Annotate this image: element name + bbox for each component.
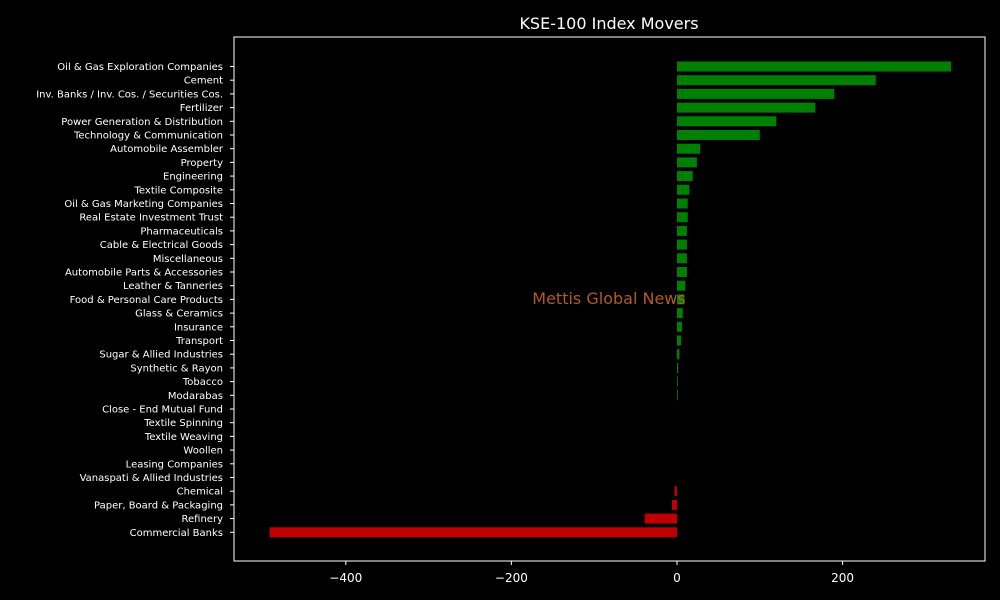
bar [674, 486, 677, 497]
bar [676, 239, 687, 250]
bar [676, 102, 816, 113]
category-label: Fertilizer [180, 103, 224, 114]
bar [676, 253, 687, 264]
bar [676, 349, 680, 360]
category-label: Oil & Gas Exploration Companies [57, 62, 223, 73]
watermark: Mettis Global News [532, 289, 685, 308]
bar [676, 335, 682, 346]
chart-title: KSE-100 Index Movers [519, 14, 698, 33]
category-label: Transport [175, 336, 223, 347]
category-label: Textile Composite [134, 185, 223, 196]
bar [676, 280, 686, 291]
bar [676, 267, 687, 277]
category-label: Synthetic & Rayon [130, 363, 223, 374]
category-label: Technology & Communication [73, 131, 223, 142]
category-label: Cable & Electrical Goods [100, 240, 223, 251]
category-label: Insurance [174, 322, 223, 333]
category-label: Refinery [182, 514, 224, 525]
category-label: Vanaspati & Allied Industries [80, 473, 223, 484]
bar [676, 75, 876, 86]
category-label: Real Estate Investment Trust [79, 213, 223, 224]
category-label: Textile Weaving [144, 432, 223, 443]
category-label: Automobile Parts & Accessories [65, 268, 223, 279]
x-axis-ticks: −400 −200 0 200 [230, 66, 854, 585]
bar [676, 212, 688, 223]
category-label: Leather & Tanneries [123, 281, 223, 292]
bar [676, 198, 688, 209]
category-label: Commercial Banks [130, 528, 223, 539]
bar [676, 225, 687, 236]
category-label: Glass & Ceramics [135, 309, 223, 320]
bar [672, 499, 677, 510]
category-label: Power Generation & Distribution [61, 117, 223, 128]
category-label: Close - End Mutual Fund [102, 405, 223, 416]
x-tick-label: 0 [673, 571, 681, 585]
bar [676, 321, 682, 332]
bar [644, 513, 677, 524]
category-label: Chemical [177, 487, 223, 498]
bar [676, 308, 683, 319]
bar [676, 143, 701, 154]
category-label: Miscellaneous [153, 254, 223, 265]
bar [676, 157, 697, 168]
category-label: Tobacco [182, 377, 223, 388]
category-label: Leasing Companies [126, 459, 223, 470]
bar [676, 294, 685, 305]
category-label: Engineering [163, 172, 223, 183]
category-label: Pharmaceuticals [140, 226, 223, 237]
category-label: Property [181, 158, 223, 169]
category-label: Oil & Gas Marketing Companies [64, 199, 223, 210]
category-label: Textile Spinning [143, 418, 223, 429]
category-label: Modarabas [168, 391, 223, 402]
bar [676, 116, 777, 127]
bar [676, 362, 679, 373]
bar [676, 130, 760, 140]
bar [269, 527, 677, 538]
category-label: Inv. Banks / Inv. Cos. / Securities Cos. [36, 89, 223, 100]
category-label: Woollen [183, 446, 223, 457]
x-tick-label: −400 [329, 571, 362, 585]
category-label: Food & Personal Care Products [70, 295, 223, 306]
x-tick-label: −200 [495, 571, 528, 585]
bar [676, 390, 678, 401]
category-label: Paper, Board & Packaging [94, 500, 223, 511]
category-label: Sugar & Allied Industries [99, 350, 223, 361]
category-label: Cement [184, 76, 223, 87]
bars-layer [269, 61, 952, 538]
plot-frame [233, 36, 986, 562]
bar [676, 171, 693, 182]
category-labels: Oil & Gas Exploration Companies Cement Inv… [36, 62, 224, 539]
bar [676, 61, 952, 72]
bar [676, 184, 690, 195]
x-tick-label: 200 [831, 571, 854, 585]
bar [676, 376, 678, 387]
category-label: Automobile Assembler [110, 144, 224, 155]
bar [676, 88, 835, 99]
